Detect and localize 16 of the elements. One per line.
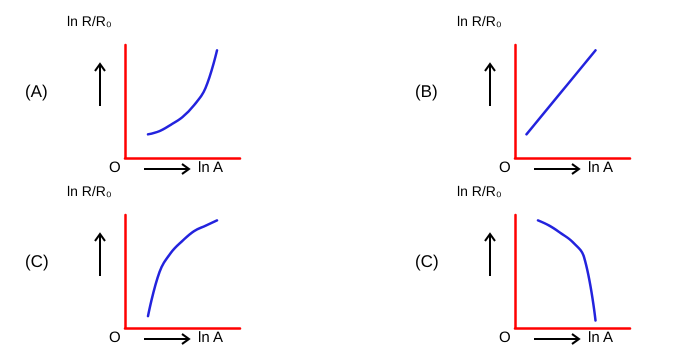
x-axis-title: ln A xyxy=(588,329,614,346)
text: O xyxy=(109,329,121,346)
text: O xyxy=(109,159,121,176)
text: (B) xyxy=(415,82,438,101)
x-axis-title: ln A xyxy=(198,159,224,176)
text: (C) xyxy=(415,252,439,271)
y-axis-title: ln R/R₀ xyxy=(67,13,112,29)
y-axis-title: ln R/R₀ xyxy=(67,183,112,199)
text: (A) xyxy=(25,82,48,101)
x-axis-title: ln A xyxy=(198,329,224,346)
text: (C) xyxy=(25,252,49,271)
x-axis-title: ln A xyxy=(588,159,614,176)
y-axis-title: ln R/R₀ xyxy=(457,183,502,199)
text: O xyxy=(499,159,511,176)
text: O xyxy=(499,329,511,346)
y-axis-title: ln R/R₀ xyxy=(457,13,502,29)
